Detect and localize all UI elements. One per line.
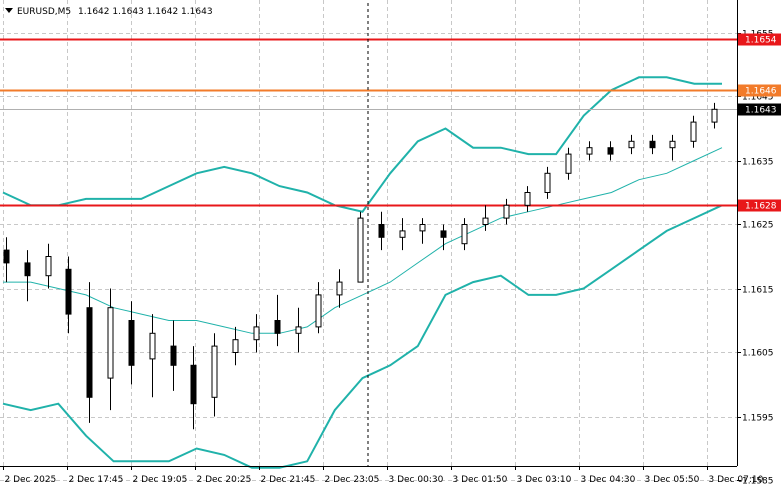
level-label: 1.1654: [745, 36, 777, 46]
level-label-box: [738, 33, 781, 46]
candle-body: [170, 345, 177, 366]
y-tick-label: 1.1615: [742, 286, 774, 296]
candle-body: [628, 140, 635, 149]
x-tick-label: 2 Dec 23:05: [325, 475, 380, 485]
candle-body: [315, 294, 322, 328]
level-label-box: [738, 84, 781, 97]
candle-body: [45, 256, 52, 277]
y-tick-label: 1.1595: [742, 414, 774, 424]
level-label: 1.1628: [745, 202, 777, 212]
candle-body: [461, 224, 468, 245]
grid: [0, 0, 737, 481]
x-tick-label: 2 Dec 17:45: [69, 475, 124, 485]
level-label: 1.1646: [745, 87, 777, 97]
level-label-box: [738, 199, 781, 212]
symbol-timeframe: EURUSD,M5: [17, 7, 71, 17]
candle-body: [107, 307, 114, 379]
candle-body: [586, 147, 593, 155]
x-tick-label: 3 Dec 05:50: [645, 475, 700, 485]
time-axis: 2 Dec 2025 2 Dec 17:45 2 Dec 19:05 2 Dec 20…: [3, 466, 764, 485]
candle-body: [419, 224, 426, 232]
y-tick-label: 1.1585: [742, 477, 774, 487]
candle-body: [65, 268, 72, 315]
x-tick-label: 3 Dec 04:30: [581, 475, 636, 485]
dropdown-triangle-icon[interactable]: [5, 8, 13, 13]
chart-header: EURUSD,M5 1.1642 1.1643 1.1642 1.1643: [5, 7, 213, 17]
bollinger-bands: [2, 76, 723, 469]
candle-body: [690, 121, 697, 142]
y-tick-label: 1.1645: [742, 93, 774, 103]
current-price-box: [738, 103, 781, 116]
price-axis: 1.16551.16451.16351.16251.16151.16051.15…: [737, 30, 781, 487]
candle-body: [128, 320, 135, 366]
x-tick-label: 2 Dec 20:25: [197, 475, 252, 485]
candle-body: [336, 281, 343, 296]
ohlc-values: 1.1642 1.1643 1.1642 1.1643: [78, 7, 213, 17]
candle-body: [669, 140, 676, 149]
current-price-label: 1.1643: [745, 106, 777, 116]
candle-body: [295, 326, 302, 334]
candle-body: [482, 217, 489, 226]
x-tick-label: 2 Dec 2025: [5, 475, 57, 485]
x-tick-label: 2 Dec 19:05: [133, 475, 188, 485]
y-tick-label: 1.1605: [742, 349, 774, 359]
x-tick-label: 3 Dec 01:50: [453, 475, 508, 485]
y-tick-label: 1.1625: [742, 221, 774, 231]
candle-body: [24, 262, 31, 277]
bollinger-upper-line: [2, 76, 722, 213]
candle-body: [149, 332, 156, 360]
candle-body: [711, 108, 718, 123]
candle-body: [253, 326, 260, 341]
y-tick-label: 1.1635: [742, 158, 774, 168]
candle-body: [607, 147, 614, 155]
candle-body: [86, 307, 93, 398]
candle-body: [399, 230, 406, 238]
candle-body: [378, 224, 385, 238]
candle-body: [565, 153, 572, 174]
candle-body: [503, 204, 510, 219]
candles: [3, 102, 718, 430]
candle-body: [440, 230, 447, 238]
candle-body: [232, 339, 239, 354]
candle-body: [190, 364, 197, 405]
x-tick-label: 3 Dec 07:10: [709, 475, 764, 485]
candle-body: [3, 249, 10, 264]
bollinger-lower-line: [2, 204, 723, 469]
x-tick-label: 2 Dec 21:45: [261, 475, 316, 485]
x-tick-label: 3 Dec 00:30: [389, 475, 444, 485]
x-tick-label: 3 Dec 03:10: [517, 475, 572, 485]
candle-body: [544, 172, 551, 194]
candle-body: [649, 140, 656, 149]
candle-body: [357, 217, 364, 283]
candle-body: [274, 320, 281, 334]
candle-body: [211, 345, 218, 398]
bollinger-middle-line: [3, 147, 723, 334]
candle-body: [524, 192, 531, 206]
